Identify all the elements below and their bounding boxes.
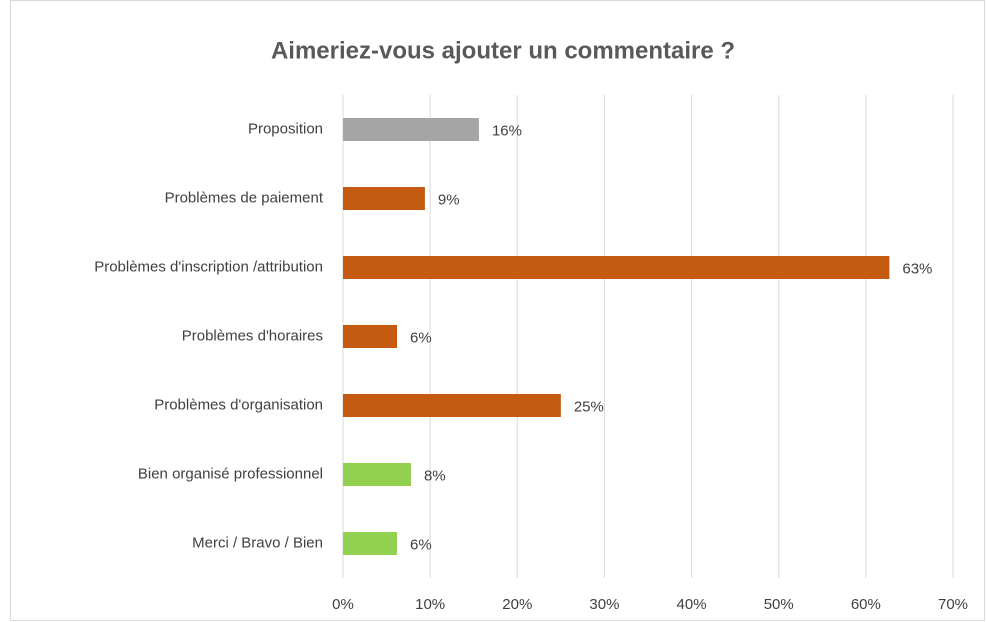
y-tick-label: Merci / Bravo / Bien — [192, 534, 323, 551]
data-label: 25% — [574, 398, 604, 415]
chart-border — [10, 0, 985, 621]
bar — [343, 325, 398, 348]
data-label: 6% — [410, 536, 432, 553]
x-tick-label: 30% — [589, 596, 619, 613]
bar — [343, 256, 890, 279]
bar — [343, 394, 561, 417]
data-label: 8% — [424, 467, 446, 484]
x-tick-label: 10% — [415, 596, 445, 613]
x-tick-label: 0% — [332, 596, 354, 613]
x-tick-label: 40% — [677, 596, 707, 613]
x-tick-label: 50% — [764, 596, 794, 613]
data-label: 6% — [410, 329, 432, 346]
bar — [343, 463, 411, 486]
y-tick-label: Bien organisé professionnel — [138, 465, 323, 482]
y-tick-label: Problèmes d'organisation — [154, 396, 323, 413]
y-tick-label: Problèmes d'horaires — [182, 327, 323, 344]
bar — [343, 187, 425, 210]
x-tick-label: 20% — [502, 596, 532, 613]
y-tick-label: Problèmes de paiement — [165, 189, 324, 206]
bar — [343, 118, 479, 141]
y-tick-label: Problèmes d'inscription /attribution — [94, 258, 323, 275]
y-tick-label: Proposition — [248, 120, 323, 137]
data-label: 9% — [438, 191, 460, 208]
bar — [343, 532, 398, 555]
chart-title: Aimeriez-vous ajouter un commentaire ? — [271, 37, 735, 64]
data-label: 16% — [492, 122, 522, 139]
x-tick-label: 70% — [938, 596, 968, 613]
data-label: 63% — [902, 260, 932, 277]
x-tick-label: 60% — [851, 596, 881, 613]
